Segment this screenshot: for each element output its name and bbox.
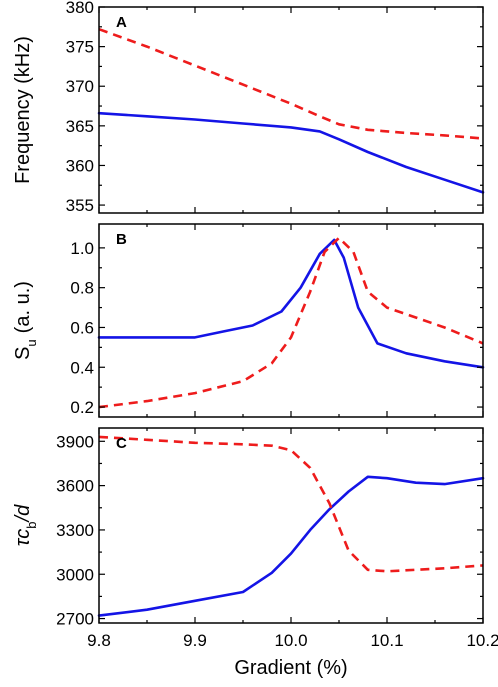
series-solid-line: [97, 475, 485, 617]
y-tick-label: 380: [66, 0, 94, 17]
y-tick-label: 3000: [56, 565, 94, 584]
panel-b: 0.2 0.4 0.6 0.8 1.0 B Su (a. u.): [12, 223, 485, 418]
x-tick-label: 9.9: [183, 631, 207, 650]
panel-a: 355 360 365 370 375 380 A Frequency (kHz): [12, 0, 485, 215]
y-tick-label: 355: [66, 196, 94, 215]
y-axis-label-rest: (a. u.): [12, 281, 34, 333]
x-axis-label: Gradient (%): [234, 657, 347, 679]
y-tick-label: 3600: [56, 477, 94, 496]
panel-letter: B: [116, 231, 127, 248]
x-tick-label: 10.0: [274, 631, 307, 650]
series-dashed-line: [98, 435, 484, 573]
series-solid-line: [97, 238, 485, 369]
y-tick-label: 3300: [56, 521, 94, 540]
y-tick-label: 0.6: [70, 318, 94, 337]
y-axis-label-main: τc: [12, 529, 34, 546]
y-tick-label: 375: [66, 38, 94, 57]
plot-frame: [98, 6, 484, 214]
y-tick-label: 0.8: [70, 279, 94, 298]
x-tick-label: 10.2: [466, 631, 498, 650]
y-tick-label: 0.4: [70, 358, 94, 377]
y-tick-label: 2700: [56, 610, 94, 629]
y-tick-label: 3900: [56, 432, 94, 451]
y-axis-label: τcb/d: [12, 504, 39, 546]
series-dashed-line: [98, 27, 484, 140]
x-tick-label: 9.8: [87, 631, 111, 650]
series-dashed-line: [98, 236, 484, 409]
plot-frame: [98, 427, 484, 624]
y-tick-label: 1.0: [70, 239, 94, 258]
x-tick-label: 10.1: [370, 631, 403, 650]
panel-letter: C: [116, 435, 127, 452]
y-tick-label: 370: [66, 77, 94, 96]
y-tick-label: 0.2: [70, 398, 94, 417]
y-axis-label: Frequency (kHz): [12, 36, 34, 184]
y-axis-label: Su (a. u.): [12, 281, 39, 360]
y-axis-label-main: S: [12, 347, 34, 360]
y-axis-label-rest: /d: [12, 504, 34, 524]
y-axis-label-subscript: u: [24, 339, 39, 346]
series-solid-line: [97, 111, 485, 194]
panel-letter: A: [116, 14, 127, 31]
y-tick-label: 365: [66, 117, 94, 136]
y-tick-label: 360: [66, 156, 94, 175]
y-axis-label-subscript: b: [24, 521, 39, 528]
